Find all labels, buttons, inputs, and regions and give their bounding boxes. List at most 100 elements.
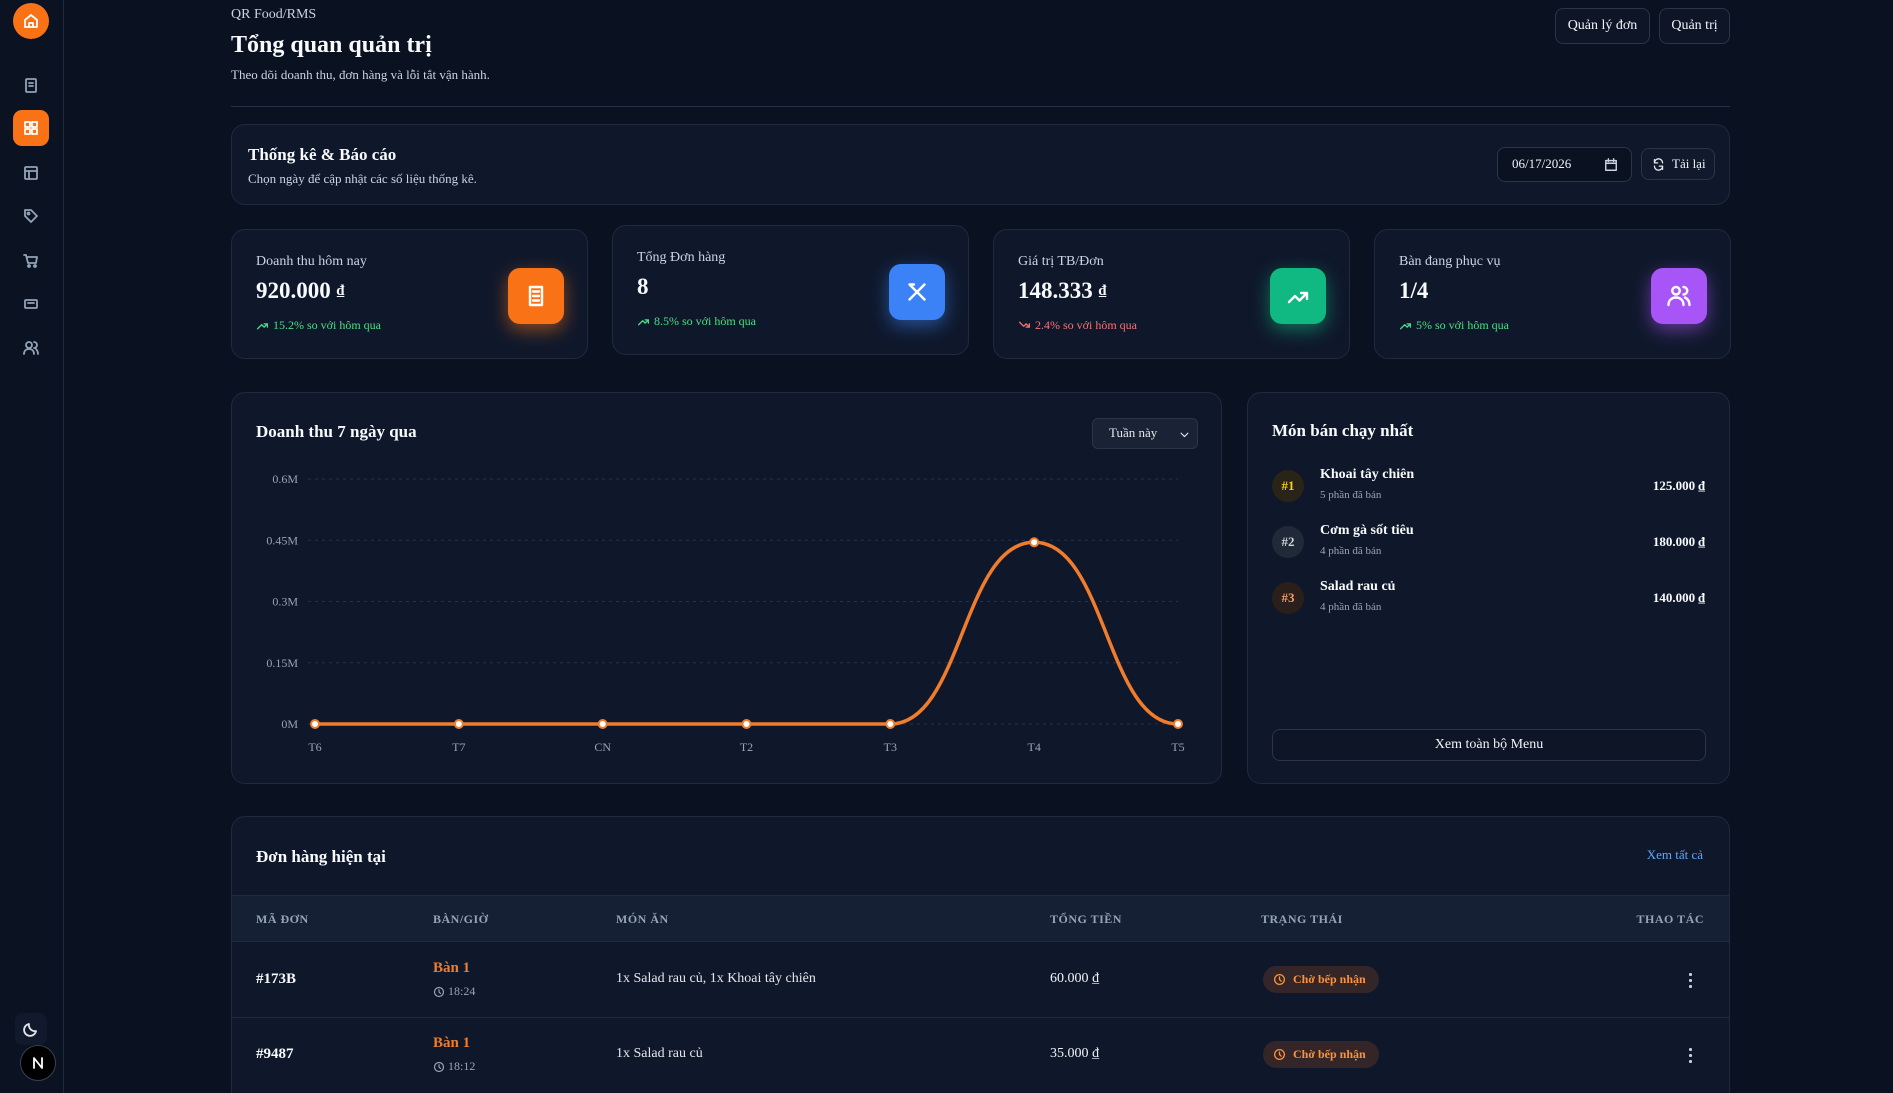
dashboard-nav[interactable] xyxy=(13,110,49,146)
menu-dot xyxy=(1689,979,1692,982)
orders-card: Đơn hàng hiện tại Xem tất cả MÃ ĐƠN BÀN/GIỜ… xyxy=(231,816,1730,1093)
home-icon xyxy=(24,14,38,28)
y-tick-label: 0.3M xyxy=(272,595,298,609)
status-text: Chờ bếp nhận xyxy=(1293,1047,1366,1061)
stats-panel: Thống kê & Báo cáo Chọn ngày để cập nhật … xyxy=(231,124,1730,205)
column-header: MÃ ĐƠN xyxy=(256,912,309,926)
reload-button[interactable]: Tải lại xyxy=(1641,148,1715,180)
clock-icon xyxy=(433,986,445,998)
order-time: 18:24 xyxy=(448,984,476,998)
order-table: Bàn 1 xyxy=(433,960,471,976)
kpi-icon-glyph-path xyxy=(1667,285,1691,307)
sidebar xyxy=(0,0,64,1093)
period-select[interactable]: Tuần này xyxy=(1092,418,1198,449)
kpi-icon-glyph xyxy=(908,283,926,301)
kpi-label: Tổng Đơn hàng xyxy=(637,250,726,265)
trend-arrow xyxy=(1018,321,1031,328)
chart-title: Doanh thu 7 ngày qua xyxy=(256,422,417,441)
kpi-number: 8 xyxy=(637,274,649,299)
kpi-card: Bàn đang phục vụ 1/4 5% so với hôm qua xyxy=(1374,229,1731,359)
data-point xyxy=(1173,719,1183,729)
status-icon xyxy=(1274,973,1285,986)
chevron xyxy=(1180,432,1189,438)
trend-arrow-path xyxy=(256,323,269,330)
kpi-icon-glyph-path xyxy=(1287,291,1309,304)
kpi-icon-glyph xyxy=(528,285,544,307)
header-button[interactable]: Quản lý đơn xyxy=(1555,8,1650,44)
top-items-card: Món bán chạy nhất #1 Khoai tây chiên 5 phần… xyxy=(1247,392,1730,784)
clock-icon xyxy=(433,1061,445,1073)
date-input[interactable]: 06/17/2026 xyxy=(1497,147,1632,182)
kpi-icon xyxy=(1651,268,1707,324)
table-header xyxy=(232,895,1729,942)
line-chart: 0M 0.15M 0.3M 0.45M 0.6M T6 T7 CN T2 T3 T4 T5 xyxy=(266,472,1184,754)
kpi-value: 8 xyxy=(637,274,649,300)
orders-nav[interactable] xyxy=(23,77,39,93)
breadcrumb: QR Food/RMS xyxy=(231,7,317,22)
kpi-card: Tổng Đơn hàng 8 8.5% so với hôm qua xyxy=(612,225,969,355)
user-avatar[interactable] xyxy=(20,1045,56,1081)
chart-card: Doanh thu 7 ngày qua Tuần này 0M 0.15M 0.3M 0… xyxy=(231,392,1222,784)
order-total: 35.000 ₫ xyxy=(1050,1046,1100,1061)
kpi-unit: ₫ xyxy=(1098,283,1107,299)
item-name: Salad rau củ xyxy=(1320,579,1396,594)
row-menu[interactable] xyxy=(1684,970,1696,990)
item-amount: 140.000 ₫ xyxy=(1652,590,1705,605)
cart-nav[interactable] xyxy=(23,253,39,269)
y-tick-label: 0.15M xyxy=(266,656,298,670)
y-tick-label: 0M xyxy=(281,717,298,731)
trend-arrow-path xyxy=(1018,321,1031,328)
revenue-line xyxy=(315,540,1179,726)
y-tick-label: 0.45M xyxy=(266,533,298,547)
kpi-card: Giá trị TB/Đơn 148.333 ₫ 2.4% so với hôm qu… xyxy=(993,229,1350,359)
order-time: 18:12 xyxy=(448,1059,476,1073)
column-header: TỔNG TIỀN xyxy=(1050,912,1122,926)
status-icon-path xyxy=(1274,973,1285,986)
kpi-value: 1/4 xyxy=(1399,278,1428,304)
view-menu-button[interactable]: Xem toàn bộ Menu xyxy=(1272,729,1706,761)
view-all-link[interactable]: Xem tất cả xyxy=(1646,847,1703,862)
top-items-title: Món bán chạy nhất xyxy=(1272,421,1414,440)
kpi-change: 5% so với hôm qua xyxy=(1416,318,1510,332)
clock-icon-path xyxy=(433,1061,445,1073)
kpi-icon xyxy=(508,268,564,324)
avatar-icon xyxy=(33,1057,43,1069)
status-pill: Chờ bếp nhận xyxy=(1263,1041,1379,1068)
menu-dot xyxy=(1689,1054,1692,1057)
x-tick-label: T3 xyxy=(884,740,897,754)
refresh-icon xyxy=(1653,158,1664,171)
panel-title: Thống kê & Báo cáo xyxy=(248,145,397,164)
users-nav[interactable] xyxy=(23,340,39,356)
menu-dot xyxy=(1689,1048,1692,1051)
kpi-icon-glyph xyxy=(1667,285,1691,307)
moon-icon xyxy=(23,1023,37,1037)
header-button[interactable]: Quản trị xyxy=(1659,8,1730,44)
kpi-number: 920.000 xyxy=(256,278,331,303)
calendar-icon xyxy=(1605,158,1617,171)
tags-nav[interactable] xyxy=(23,208,39,224)
order-id: #173B xyxy=(256,971,297,987)
theme-toggle[interactable] xyxy=(15,1013,47,1045)
home-button[interactable] xyxy=(13,3,49,39)
tickets-nav[interactable] xyxy=(23,296,39,312)
status-icon xyxy=(1274,1048,1285,1061)
data-point xyxy=(597,719,608,729)
order-items: 1x Salad rau củ, 1x Khoai tây chiên xyxy=(616,971,816,986)
menu-dot xyxy=(1689,1060,1692,1063)
y-tick-label: 0.6M xyxy=(272,472,298,486)
orders-title: Đơn hàng hiện tại xyxy=(256,847,386,866)
item-amount: 125.000 ₫ xyxy=(1652,478,1705,493)
order-id: #9487 xyxy=(256,1046,294,1062)
menu-dot xyxy=(1689,985,1692,988)
trend-arrow xyxy=(637,319,650,326)
kpi-icon-glyph xyxy=(1287,291,1309,304)
row-menu[interactable] xyxy=(1684,1045,1696,1065)
column-header: BÀN/GIỜ xyxy=(433,912,489,926)
rank-badge: #2 xyxy=(1272,526,1304,558)
order-items: 1x Salad rau củ xyxy=(616,1046,703,1061)
tables-nav[interactable] xyxy=(23,165,39,181)
item-name: Cơm gà sốt tiêu xyxy=(1320,523,1414,538)
kpi-icon-glyph-path xyxy=(908,283,926,301)
refresh-icon-path xyxy=(1653,158,1664,171)
kpi-value: 148.333 ₫ xyxy=(1018,278,1106,304)
